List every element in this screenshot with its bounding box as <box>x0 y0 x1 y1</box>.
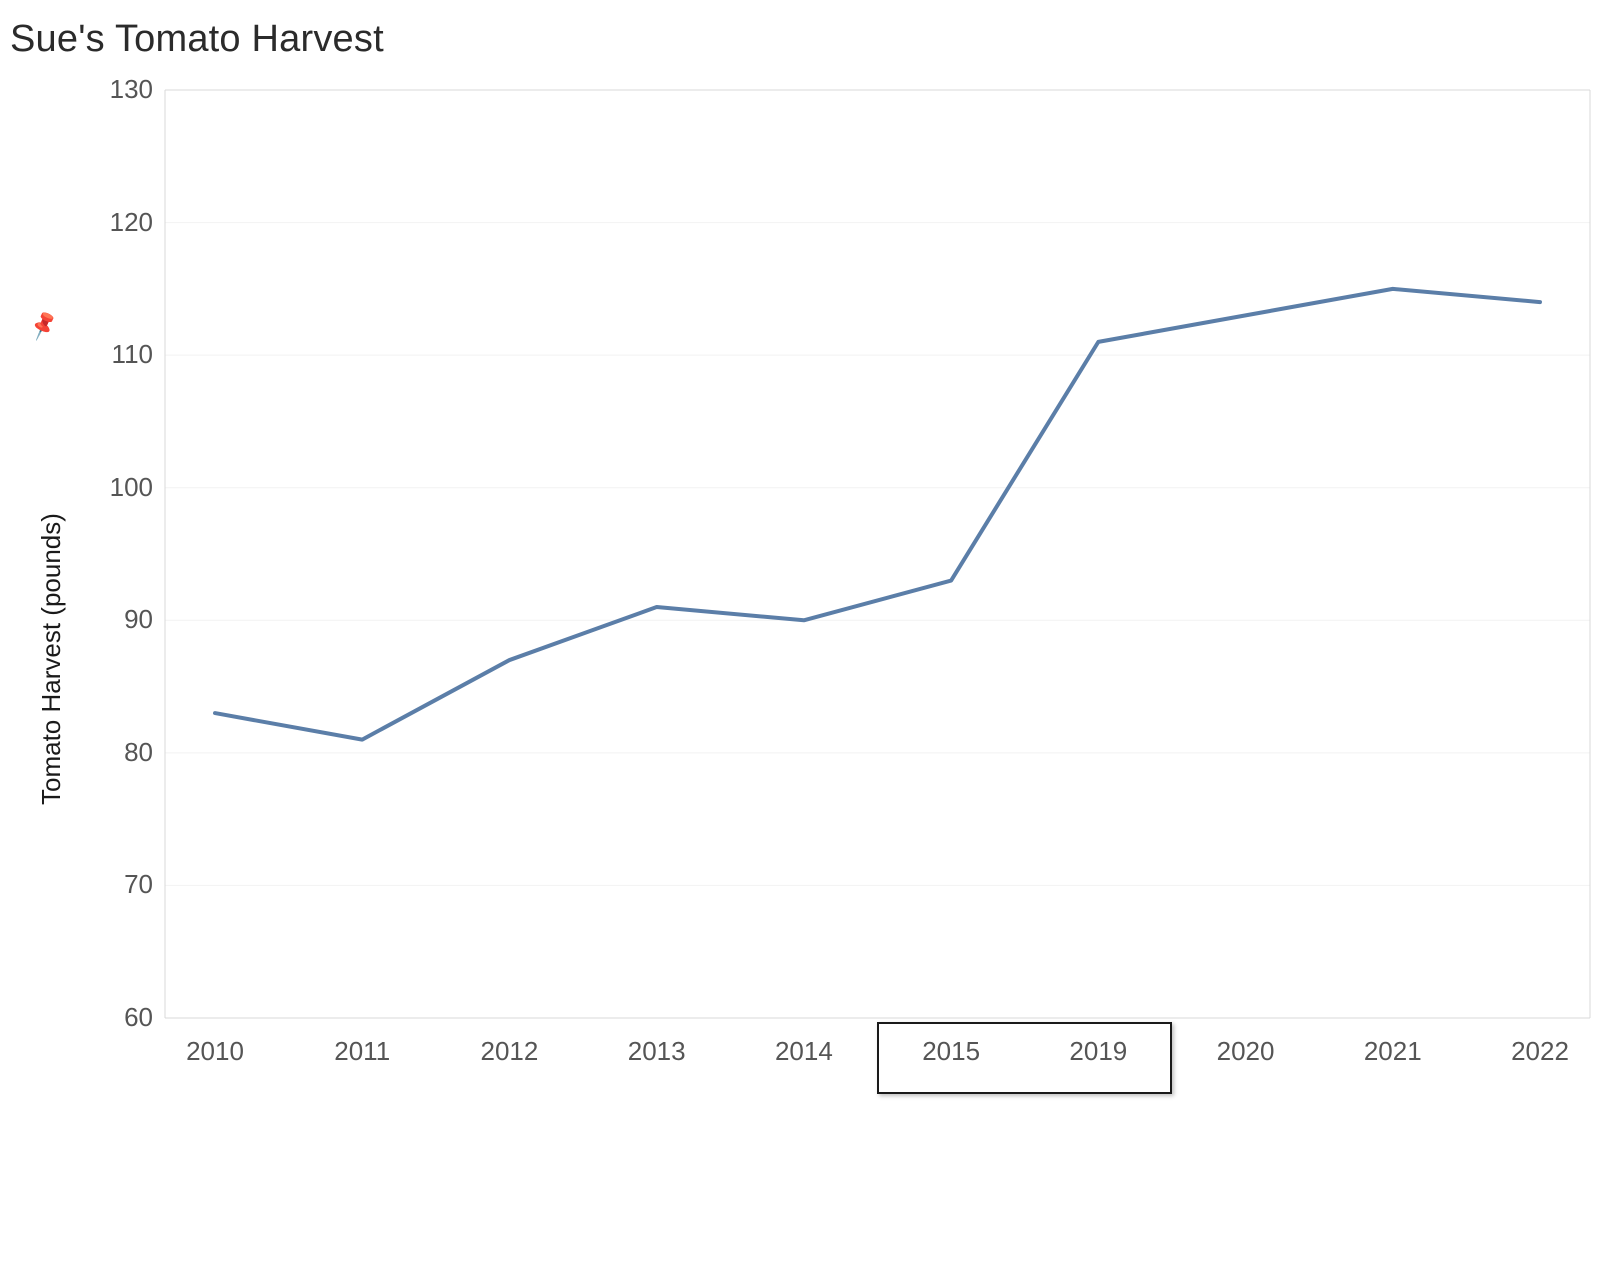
chart-container: Sue's Tomato Harvest Tomato Harvest (pou… <box>0 0 1600 1280</box>
x-tick-label: 2012 <box>469 1036 549 1067</box>
y-axis-label: Tomato Harvest (pounds) <box>36 513 67 805</box>
x-tick-label: 2022 <box>1500 1036 1580 1067</box>
x-tick-label: 2014 <box>764 1036 844 1067</box>
x-tick-label: 2013 <box>617 1036 697 1067</box>
y-tick-label: 100 <box>110 472 153 503</box>
y-tick-label: 90 <box>124 604 153 635</box>
y-tick-label: 80 <box>124 737 153 768</box>
y-tick-label: 120 <box>110 207 153 238</box>
x-tick-label: 2010 <box>175 1036 255 1067</box>
y-tick-label: 130 <box>110 74 153 105</box>
y-tick-label: 70 <box>124 869 153 900</box>
x-tick-label: 2020 <box>1206 1036 1286 1067</box>
x-tick-label: 2021 <box>1353 1036 1433 1067</box>
x-tick-label: 2011 <box>322 1036 402 1067</box>
chart-plot <box>0 0 1600 1280</box>
y-tick-label: 110 <box>112 339 153 370</box>
y-tick-label: 60 <box>124 1002 153 1033</box>
x-axis-highlight-box <box>877 1022 1172 1094</box>
